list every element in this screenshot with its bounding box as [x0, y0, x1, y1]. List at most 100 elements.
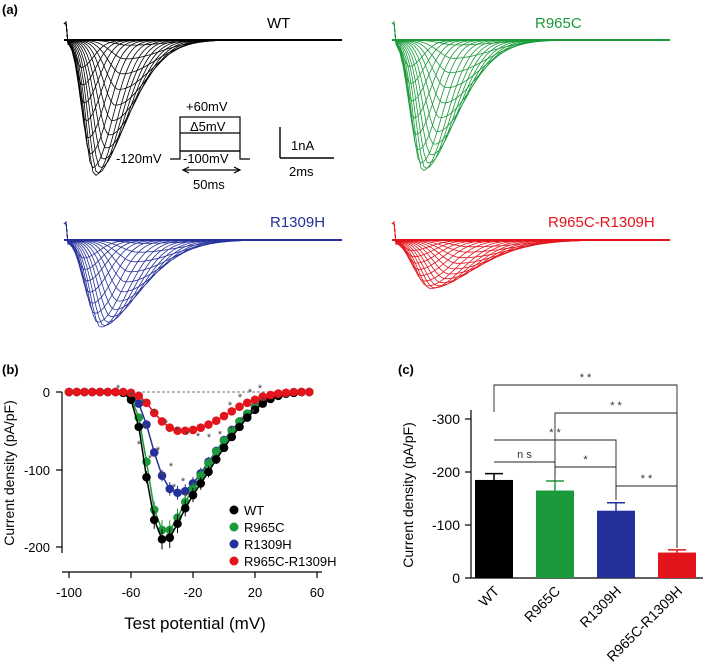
bar-ytick-label: 0 — [452, 570, 460, 586]
iv-xtick-20: 20 — [248, 585, 262, 600]
current-trace — [391, 221, 670, 287]
protocol-step-box — [179, 116, 241, 152]
significance-bracket — [615, 485, 678, 548]
iv-point — [157, 471, 167, 481]
current-trace — [391, 21, 670, 89]
iv-significance-mark: * — [116, 383, 121, 395]
iv-point — [165, 423, 175, 432]
panel-label-c: (c) — [398, 362, 414, 377]
iv-point — [227, 426, 237, 436]
current-trace — [63, 221, 342, 304]
iv-xtick-m20: -20 — [184, 585, 203, 600]
iv-significance-mark: * — [196, 431, 201, 443]
iv-point — [211, 416, 221, 425]
iv-point — [157, 417, 167, 426]
bar-r965c-r1309h — [658, 552, 696, 578]
arrowhead-left — [181, 166, 190, 174]
bar-category-label: WT — [475, 582, 502, 609]
legend-marker — [229, 556, 239, 566]
bar-yticks: 0 -100 -200 -300 — [432, 411, 471, 586]
current-trace — [63, 21, 342, 86]
iv-significance-mark: * — [175, 425, 180, 437]
bar-ytick-label: -200 — [432, 464, 460, 480]
iv-xtick-m60: -60 — [122, 585, 141, 600]
significance-label: * * — [641, 473, 653, 485]
iv-significance-mark: * — [229, 424, 234, 436]
iv-point — [219, 436, 229, 446]
iv-significance-mark: * — [160, 470, 165, 482]
legend-marker — [229, 505, 239, 515]
iv-point — [227, 407, 237, 416]
iv-significance-mark: * — [261, 396, 266, 408]
significance-bracket — [493, 384, 678, 548]
iv-point — [165, 484, 175, 494]
scale-current-label: 1nA — [291, 138, 314, 153]
iv-point — [157, 534, 167, 544]
current-trace — [391, 21, 670, 164]
current-trace — [391, 21, 670, 169]
bar-category-label: R965C — [521, 583, 563, 625]
iv-significance-mark: * — [184, 491, 189, 503]
current-trace — [391, 221, 670, 287]
iv-significance-mark: * — [207, 432, 212, 444]
iv-significance-mark: * — [148, 453, 153, 465]
iv-plot: 0 -100 -200 -100 -60 -20 20 60 Test pote… — [1, 383, 337, 633]
iv-ylabel: Current density (pA/pF) — [1, 400, 17, 546]
iv-significance-mark: * — [141, 397, 146, 409]
iv-point — [250, 395, 260, 405]
protocol-step-label: Δ5mV — [190, 119, 226, 134]
current-trace — [391, 221, 670, 284]
current-trace — [391, 21, 670, 119]
iv-significance-mark: * — [185, 429, 190, 441]
iv-significance-mark: * — [137, 439, 142, 451]
iv-xtick-60: 60 — [310, 585, 324, 600]
current-trace — [391, 21, 670, 104]
iv-point — [118, 387, 128, 397]
iv-point — [273, 389, 283, 398]
current-trace — [63, 21, 342, 69]
voltage-protocol — [170, 116, 250, 174]
iv-point — [72, 387, 82, 397]
current-trace — [63, 21, 342, 75]
iv-significance-mark: * — [240, 415, 245, 427]
bar-bars — [475, 472, 696, 578]
iv-x-axis — [62, 571, 322, 578]
iv-point — [211, 447, 221, 456]
iv-significance-mark: * — [169, 461, 174, 473]
legend-label: R965C-R1309H — [244, 554, 337, 569]
iv-point — [266, 390, 275, 400]
iv-point — [149, 408, 159, 418]
iv-point — [142, 420, 151, 429]
significance-label: * — [583, 454, 588, 466]
legend-marker — [229, 522, 239, 532]
iv-point — [204, 459, 213, 468]
current-trace — [391, 21, 670, 133]
iv-line-0 — [69, 391, 310, 541]
current-trace — [63, 21, 342, 104]
bar-r965c — [536, 490, 574, 578]
bar-category-label: R1309H — [576, 583, 624, 631]
significance-label: * * — [549, 427, 561, 439]
significance-label: * * — [580, 372, 592, 384]
iv-point — [242, 398, 252, 408]
iv-ytick-0: 0 — [43, 385, 50, 400]
iv-point — [173, 488, 182, 498]
legend-marker — [229, 539, 239, 549]
iv-significance-mark: * — [258, 383, 263, 395]
trace-title-r1309h: R1309H — [270, 214, 325, 231]
protocol-hold-label: -120mV — [116, 151, 162, 166]
iv-point — [211, 455, 221, 464]
iv-point — [242, 413, 252, 422]
current-trace — [63, 221, 342, 323]
iv-point — [173, 519, 182, 529]
scale-time-label: 2ms — [289, 164, 314, 179]
iv-significance-mark: * — [143, 422, 148, 434]
protocol-top-label: +60mV — [186, 99, 228, 114]
iv-point — [103, 387, 113, 397]
iv-point — [188, 425, 198, 435]
iv-point — [219, 443, 229, 453]
iv-point — [126, 388, 136, 398]
bar-significance: * * * * * * n s * * * — [493, 372, 678, 548]
arrowhead-right — [233, 166, 242, 174]
